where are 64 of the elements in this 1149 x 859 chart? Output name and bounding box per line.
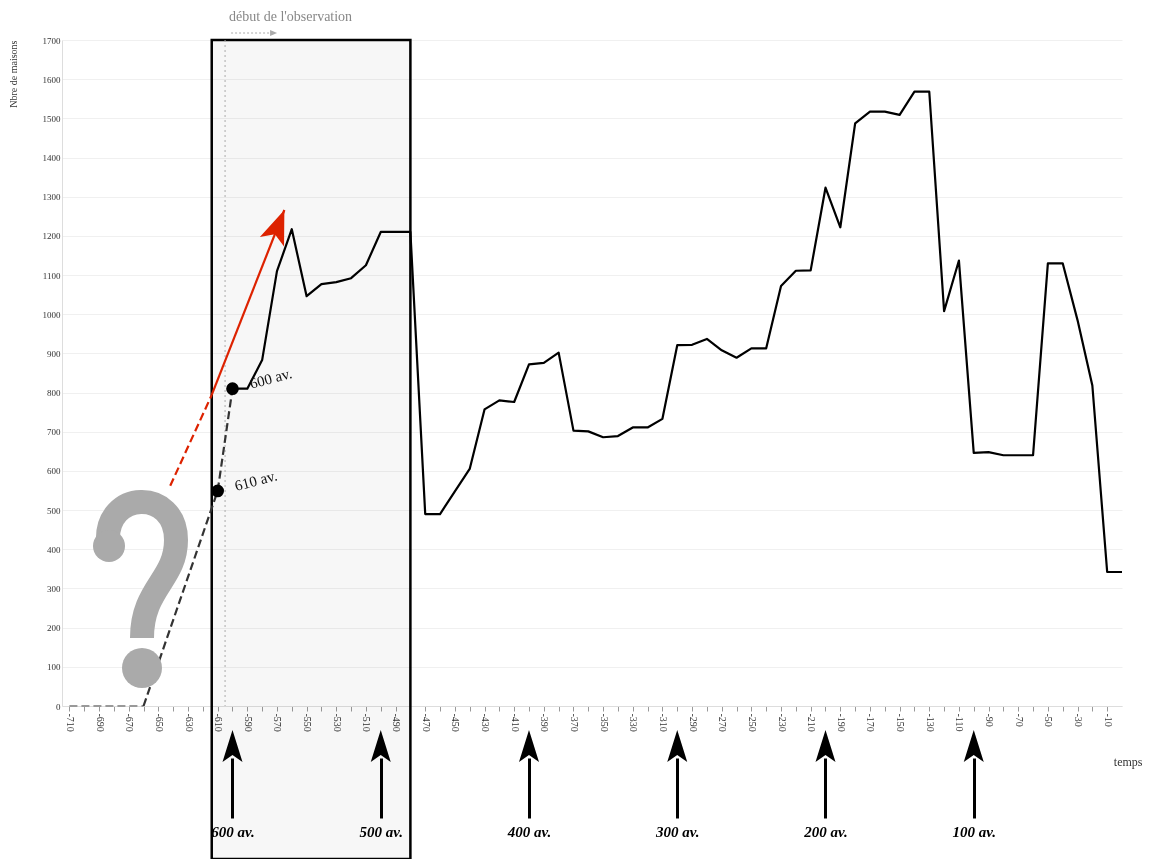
x-tick-label: -610 <box>213 713 225 732</box>
annotation: 600 av. <box>247 365 294 392</box>
y-tick-label: 1300 <box>42 192 61 203</box>
x-tick-label: -350 <box>598 713 610 732</box>
x-tick-label: -390 <box>539 713 551 732</box>
y-tick-label: 0 <box>56 701 61 712</box>
y-tick-label: 1200 <box>42 231 61 242</box>
x-tick-label: -30 <box>1073 713 1085 727</box>
x-tick-label: -310 <box>657 713 669 732</box>
x-tick-label: -330 <box>628 713 640 732</box>
x-tick-label: -10 <box>1102 713 1114 727</box>
x-tick-label: -70 <box>1013 713 1025 727</box>
y-tick-label: 1100 <box>42 270 61 281</box>
x-tick-label: -710 <box>64 713 76 732</box>
y-tick-label: 1000 <box>42 309 61 320</box>
x-tick-label: -490 <box>391 713 403 732</box>
x-tick-label: -570 <box>272 713 284 732</box>
x-tick-label: -210 <box>806 713 818 732</box>
y-tick-label: 600 <box>47 466 61 477</box>
x-axis-title: temps <box>1113 754 1143 769</box>
x-tick-label: -510 <box>361 713 373 732</box>
x-tick-label: -650 <box>153 713 165 732</box>
ref-line-label: début de l'observation <box>229 9 353 24</box>
x-tick-label: -170 <box>865 713 877 732</box>
y-tick-label: 700 <box>47 427 61 438</box>
x2-tick-label: 200 av. <box>803 823 848 840</box>
x-tick-label: -150 <box>895 713 907 732</box>
y-tick-label: 100 <box>47 662 61 673</box>
x2-tick-label: 500 av. <box>359 823 404 840</box>
x2-tick-label: 100 av. <box>952 823 997 840</box>
x-tick-label: -50 <box>1043 713 1055 727</box>
x-tick-label: -590 <box>242 713 254 732</box>
x-tick-label: -110 <box>954 713 966 732</box>
x-tick-label: -190 <box>835 713 847 732</box>
x-tick-label: -90 <box>984 713 996 727</box>
x-tick-label: -550 <box>302 713 314 732</box>
annotation: 610 av. <box>232 467 279 494</box>
y-axis-title: Nbre de maisons <box>7 40 19 108</box>
x-tick-label: -290 <box>687 713 699 732</box>
x-tick-label: -530 <box>331 713 343 732</box>
x-tick-label: -130 <box>924 713 936 732</box>
x-tick-label: -690 <box>94 713 106 732</box>
y-tick-label: 900 <box>47 348 61 359</box>
x-tick-label: -450 <box>450 713 462 732</box>
x2-tick-label: 300 av. <box>654 823 700 840</box>
x-tick-label: -430 <box>480 713 492 732</box>
y-tick-label: 400 <box>47 544 61 555</box>
x-tick-label: -230 <box>776 713 788 732</box>
x-tick-label: -250 <box>746 713 758 732</box>
x-tick-label: -470 <box>420 713 432 732</box>
x-tick-label: -370 <box>568 713 580 732</box>
y-tick-label: 1400 <box>42 153 61 164</box>
y-tick-label: 800 <box>47 388 61 399</box>
x-tick-label: -670 <box>124 713 136 732</box>
y-tick-label: 1700 <box>42 35 61 46</box>
x-tick-label: -410 <box>509 713 521 732</box>
x-tick-label: -270 <box>717 713 729 732</box>
y-tick-label: 500 <box>47 505 61 516</box>
x-tick-label: -630 <box>183 713 195 732</box>
y-tick-label: 1600 <box>42 74 61 85</box>
y-tick-label: 200 <box>47 623 61 634</box>
x2-tick-label: 400 av. <box>506 823 552 840</box>
y-tick-label: 300 <box>47 583 61 594</box>
y-tick-label: 1500 <box>42 113 61 124</box>
